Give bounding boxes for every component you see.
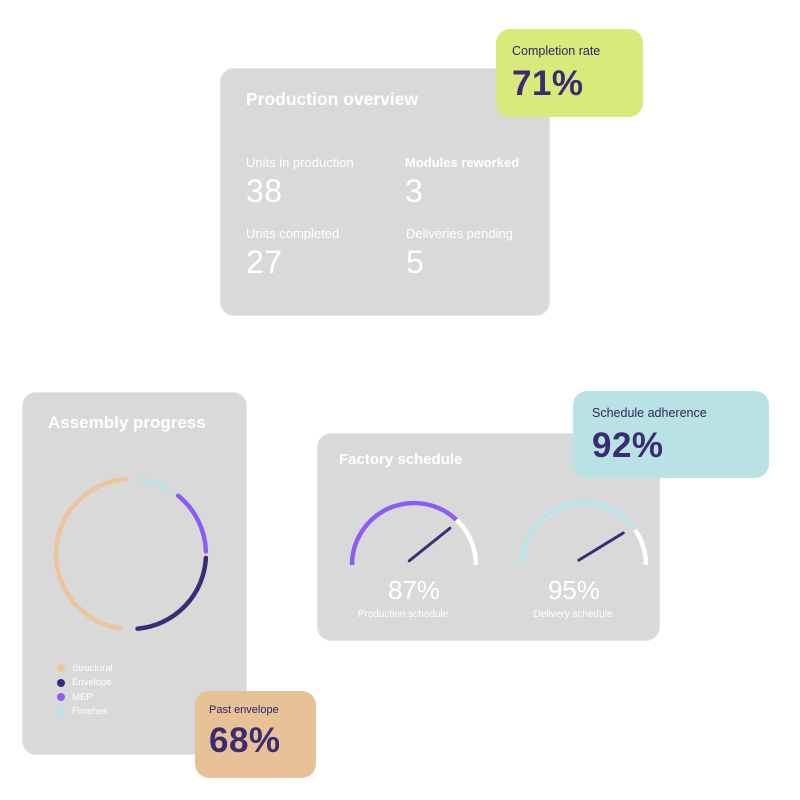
past-envelope-label: Past envelope <box>209 704 279 716</box>
production-schedule-label: Production schedule <box>357 609 449 620</box>
metric-units-completed: Units completed 27 <box>246 226 339 281</box>
factory-schedule-title: Factory schedule <box>339 451 463 468</box>
metric-value: 3 <box>405 173 424 209</box>
metric-label: Deliveries pending <box>406 226 513 241</box>
legend-item-envelope: Envelope <box>57 676 113 691</box>
metric-value: 38 <box>246 173 283 209</box>
metric-value: 5 <box>406 244 425 280</box>
legend-dot <box>57 664 65 673</box>
legend-item-structural: Structural <box>57 661 113 676</box>
legend-dot <box>57 678 65 687</box>
metric-label: Units in production <box>246 155 354 170</box>
past-envelope-value: 68% <box>209 721 281 760</box>
metric-modules-reworked: Modules reworked 3 <box>405 155 519 210</box>
legend-item-mep: MEP <box>57 690 113 705</box>
assembly-progress-title: Assembly progress <box>48 413 206 432</box>
delivery-schedule-label: Delivery schedule <box>533 609 613 620</box>
schedule-adherence-value: 92% <box>592 426 664 465</box>
metric-label: Units completed <box>246 226 340 241</box>
production-overview-title: Production overview <box>246 89 419 109</box>
gauge-fill <box>349 500 458 566</box>
legend-dot <box>57 693 65 702</box>
schedule-adherence-label: Schedule adherence <box>592 406 707 420</box>
gauge-needle <box>577 531 625 562</box>
delivery-schedule-gauge <box>519 500 649 566</box>
completion-rate-label: Completion rate <box>512 44 601 58</box>
production-schedule-value: 87% <box>387 575 441 605</box>
donut-segment-finishes <box>137 477 172 492</box>
production-overview-card: Production overview Units in production … <box>220 68 550 316</box>
metric-units-in-production: Units in production 38 <box>246 155 354 210</box>
donut-segment-envelope <box>135 555 209 631</box>
completion-rate-badge: Completion rate 71% <box>496 29 643 117</box>
gauge-needle <box>407 526 452 563</box>
metric-deliveries-pending: Deliveries pending 5 <box>406 226 513 281</box>
assembly-donut-chart <box>53 476 209 631</box>
completion-rate-value: 71% <box>512 64 584 103</box>
legend-label: Finishes <box>72 706 108 718</box>
legend-dot <box>57 707 65 716</box>
past-envelope-badge: Past envelope 68% <box>195 691 316 778</box>
schedule-adherence-badge: Schedule adherence 92% <box>573 391 769 478</box>
legend-label: Structural <box>72 662 113 674</box>
metric-label: Modules reworked <box>405 155 520 170</box>
production-schedule-gauge <box>349 500 479 566</box>
delivery-schedule-value: 95% <box>547 575 601 605</box>
gauge-fill <box>519 500 637 566</box>
metric-value: 27 <box>246 244 283 280</box>
legend-label: MEP <box>72 691 93 703</box>
legend-item-finishes: Finishes <box>57 705 113 720</box>
donut-segment-structural <box>53 476 129 631</box>
donut-segment-mep <box>175 493 209 554</box>
assembly-legend: Structural Envelope MEP Finishes <box>57 661 113 719</box>
legend-label: Envelope <box>72 677 112 689</box>
